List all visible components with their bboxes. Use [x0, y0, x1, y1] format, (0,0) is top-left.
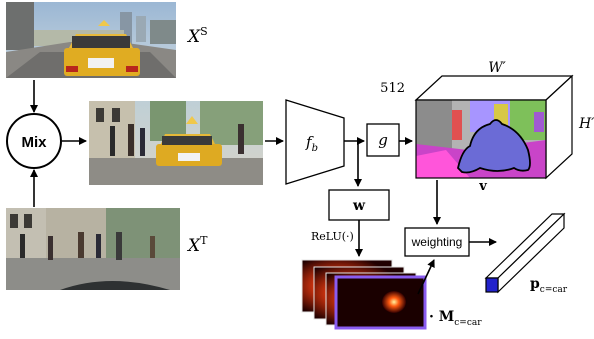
segmentation-map [416, 100, 546, 178]
w-block: w [328, 189, 390, 221]
source-label: XS [186, 25, 208, 47]
prototype-cell [485, 277, 499, 293]
mixed-image [89, 101, 263, 185]
g-label: g [378, 131, 388, 149]
width-label: W′ [488, 60, 506, 76]
mix-label: Mix [21, 134, 47, 151]
weighting-block: weighting [404, 227, 470, 257]
target-label: XT [186, 234, 208, 256]
arrow-mask-to-weighting [417, 259, 435, 295]
mask-stack [301, 259, 427, 330]
channels-label: 512 [380, 81, 405, 96]
proto-label: pc=car [530, 276, 568, 295]
encoder-label: fb [305, 133, 318, 154]
car-mask [334, 275, 427, 330]
mix-node: Mix [6, 113, 62, 169]
v-label: v [478, 179, 487, 194]
car-feature-blob [457, 119, 531, 174]
height-label: H′ [578, 116, 594, 132]
w-label: w [352, 198, 366, 214]
weighting-label: weighting [411, 235, 463, 249]
relu-label: ReLU(·) [311, 230, 354, 243]
encoder-block: fb [285, 99, 345, 185]
mask-label: · Mc=car [429, 309, 482, 328]
feature-cube [414, 74, 574, 180]
prototype-vector [484, 212, 566, 294]
g-block: g [366, 123, 400, 157]
target-image [6, 208, 180, 290]
source-image [6, 2, 176, 78]
